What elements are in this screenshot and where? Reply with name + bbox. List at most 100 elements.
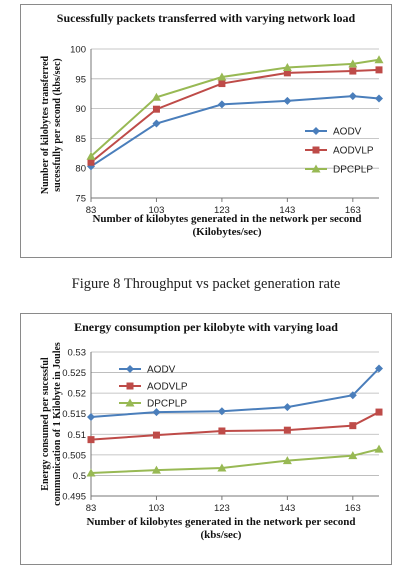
y-tick-label: 0.51 xyxy=(68,430,87,441)
square-marker xyxy=(375,66,383,74)
y-tick-label: 75 xyxy=(75,194,86,205)
square-marker xyxy=(126,382,134,390)
legend-entry: AODVLP xyxy=(119,382,188,393)
triangle-marker xyxy=(282,62,292,71)
triangle-marker xyxy=(151,465,161,474)
x-tick-label: 163 xyxy=(345,205,361,216)
triangle-marker xyxy=(125,398,135,407)
legend-entry: AODV xyxy=(119,365,176,376)
x-tick-label: 83 xyxy=(86,503,97,514)
diamond-marker xyxy=(312,127,320,135)
diamond-marker xyxy=(87,413,95,422)
x-tick-label: 163 xyxy=(345,503,361,514)
x-tick-label: 83 xyxy=(86,205,97,216)
diamond-marker xyxy=(152,408,161,417)
diamond-marker xyxy=(348,92,357,101)
diamond-marker xyxy=(375,94,383,103)
y-tick-label: 0.525 xyxy=(62,368,86,379)
throughput-chart-panel: Sucessfully packets transferred with var… xyxy=(20,4,392,258)
legend-entry: DPCPLP xyxy=(119,398,187,410)
square-marker xyxy=(375,408,383,416)
y-axis-label: communication of 1 Kilobyte in Joules xyxy=(52,342,63,506)
diamond-marker xyxy=(126,365,134,373)
y-axis-label: Energy consumed per sucessful xyxy=(40,357,51,491)
diamond-marker xyxy=(283,403,292,412)
legend-label: AODVLP xyxy=(333,146,374,157)
chart-title: Energy consumption per kilobyte with var… xyxy=(74,320,338,334)
triangle-marker xyxy=(86,468,96,477)
x-tick-label: 103 xyxy=(149,205,165,216)
figure-caption: Figure 8 Throughput vs packet generation… xyxy=(71,276,341,292)
square-marker xyxy=(87,158,95,166)
square-marker xyxy=(283,69,291,77)
series-line xyxy=(90,58,380,158)
x-axis-label: Number of kilobytes generated in the net… xyxy=(92,213,361,225)
triangle-marker xyxy=(374,444,384,453)
y-tick-label: 0.52 xyxy=(68,389,87,400)
series-aodv xyxy=(87,364,383,422)
diamond-marker xyxy=(348,391,357,400)
legend-label: AODV xyxy=(333,127,362,138)
legend-label: AODVLP xyxy=(147,382,188,393)
x-axis-label: (kbs/sec) xyxy=(201,529,242,541)
y-tick-label: 0.5 xyxy=(73,471,86,482)
energy-chart-panel: Energy consumption per kilobyte with var… xyxy=(20,313,392,565)
legend-label: DPCPLP xyxy=(333,165,373,176)
throughput-chart: 75 80 85 90 95 100 83 103 123 143 163 AODV AODVLP DPC… xyxy=(40,45,384,238)
energy-chart: 0.495 0.5 0.505 0.51 0.515 0.52 0.525 0.53 83 103… xyxy=(40,342,384,541)
x-axis-label: Number of kilobytes generated in the net… xyxy=(86,516,355,528)
square-marker xyxy=(152,431,160,439)
legend-entry: AODV xyxy=(305,127,362,138)
x-axis-label: (Kilobytes/sec) xyxy=(192,226,261,238)
legend-entry: AODVLP xyxy=(305,146,374,157)
series-line xyxy=(90,411,380,441)
series-aodvlp xyxy=(87,408,383,444)
series-line xyxy=(90,367,380,419)
square-marker xyxy=(349,67,357,75)
y-axis-label: Number of kilobytes transferred xyxy=(40,55,51,194)
square-marker xyxy=(312,146,320,154)
y-tick-label: 95 xyxy=(75,74,86,85)
square-marker xyxy=(87,436,95,444)
square-marker xyxy=(218,80,226,88)
x-tick-label: 123 xyxy=(214,503,230,514)
x-tick-label: 143 xyxy=(279,205,295,216)
triangle-marker xyxy=(282,456,292,465)
triangle-marker xyxy=(86,151,96,160)
y-tick-label: 85 xyxy=(75,134,86,145)
triangle-marker xyxy=(348,451,358,460)
x-tick-label: 123 xyxy=(214,205,230,216)
chart-title: Sucessfully packets transferred with var… xyxy=(56,11,356,25)
series-line xyxy=(90,95,380,168)
triangle-marker xyxy=(217,463,227,472)
triangle-marker xyxy=(217,72,227,81)
square-marker xyxy=(218,427,226,435)
legend-label: DPCPLP xyxy=(147,399,187,410)
square-marker xyxy=(283,426,291,434)
legend-label: AODV xyxy=(147,365,176,376)
series-dpcplp xyxy=(86,55,384,160)
y-tick-label: 0.515 xyxy=(62,409,86,420)
x-tick-label: 103 xyxy=(149,503,165,514)
y-tick-label: 0.53 xyxy=(68,348,87,359)
series-aodvlp xyxy=(87,66,383,166)
series-dpcplp xyxy=(86,444,384,477)
diamond-marker xyxy=(375,364,383,373)
diamond-marker xyxy=(217,100,226,109)
series-line xyxy=(90,68,380,164)
y-tick-label: 100 xyxy=(70,45,86,56)
x-tick-label: 143 xyxy=(279,503,295,514)
diamond-marker xyxy=(217,407,226,416)
y-tick-label: 0.505 xyxy=(62,450,86,461)
triangle-marker xyxy=(151,92,161,101)
diamond-marker xyxy=(152,119,161,128)
y-tick-label: 80 xyxy=(75,164,86,175)
diamond-marker xyxy=(283,96,292,105)
square-marker xyxy=(152,105,160,113)
series-line xyxy=(90,448,380,474)
legend-entry: DPCPLP xyxy=(305,164,373,176)
y-axis-label: sucessfully per second (kbs/sec) xyxy=(52,58,63,191)
square-marker xyxy=(349,422,357,430)
triangle-marker xyxy=(374,55,384,64)
triangle-marker xyxy=(311,164,321,173)
